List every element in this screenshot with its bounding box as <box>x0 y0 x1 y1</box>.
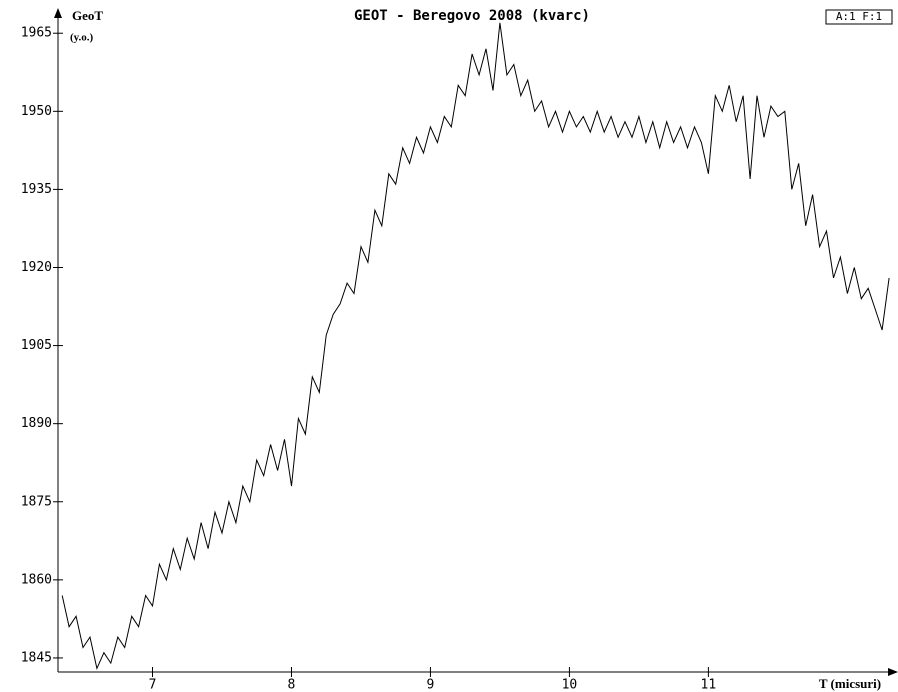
y-arrow <box>54 8 62 18</box>
y-tick-label: 1845 <box>21 650 52 665</box>
y-tick-label: 1950 <box>21 104 52 119</box>
x-tick-label: 11 <box>701 678 717 692</box>
y-axis-unit: (y.o.) <box>70 32 94 44</box>
y-tick-label: 1920 <box>21 260 52 275</box>
chart-title: GEOT - Beregovo 2008 (kvarc) <box>354 8 590 24</box>
x-tick-label: 7 <box>149 678 157 692</box>
y-tick-label: 1860 <box>21 572 52 587</box>
x-tick-label: 10 <box>562 678 578 692</box>
y-tick-label: 1890 <box>21 416 52 431</box>
y-tick-label: 1935 <box>21 182 52 197</box>
x-arrow <box>888 668 898 676</box>
y-tick-label: 1905 <box>21 338 52 353</box>
x-tick-label: 9 <box>427 678 435 692</box>
line <box>61 22 890 670</box>
x-axis-label: T (micsuri) <box>819 676 881 691</box>
badge-box <box>825 9 893 25</box>
y-tick-label: 1875 <box>21 494 52 509</box>
y-axis-label: GeoT <box>72 8 103 23</box>
x-tick-label: 8 <box>288 678 296 692</box>
badge: A:1 F:1 <box>836 10 882 23</box>
y-tick-label: 1965 <box>21 26 52 41</box>
